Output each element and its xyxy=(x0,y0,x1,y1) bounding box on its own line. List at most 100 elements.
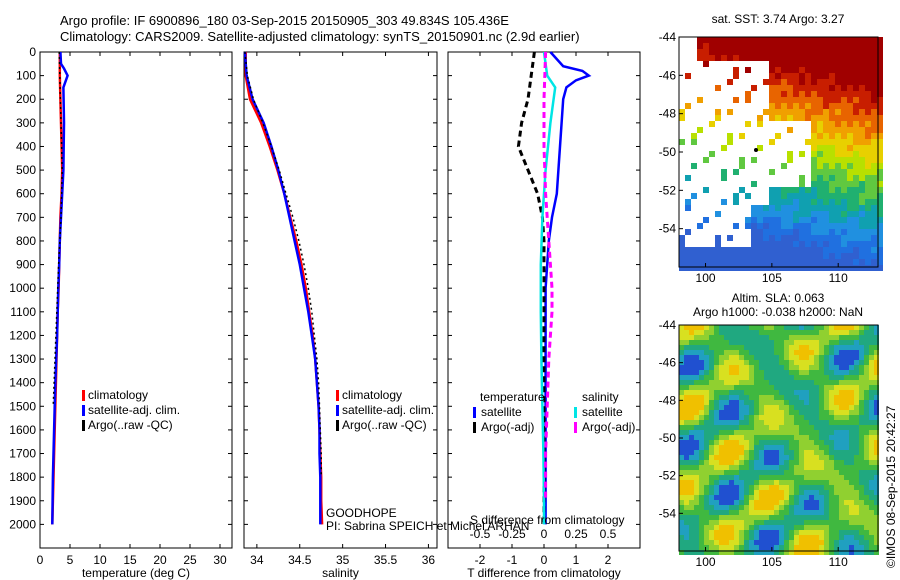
sla-cell xyxy=(859,415,864,420)
sla-cell xyxy=(679,445,684,450)
sla-cell xyxy=(754,325,759,330)
sla-cell xyxy=(679,530,684,535)
sla-cell xyxy=(694,345,699,350)
sla-cell xyxy=(814,370,819,375)
sla-cell xyxy=(779,465,784,470)
sst-cell xyxy=(805,259,811,265)
sla-cell xyxy=(854,395,859,400)
sla-cell xyxy=(774,455,779,460)
sla-cell xyxy=(779,355,784,360)
sst-cell xyxy=(757,115,763,121)
sla-cell xyxy=(784,420,789,425)
sla-cell xyxy=(699,450,704,455)
sst-cell xyxy=(865,253,871,259)
sst-cell xyxy=(799,79,805,85)
sla-cell xyxy=(844,410,849,415)
sla-cell xyxy=(689,340,694,345)
sla-cell xyxy=(719,330,724,335)
sla-cell xyxy=(724,510,729,515)
sla-cell xyxy=(784,405,789,410)
sla-cell xyxy=(734,440,739,445)
sst-cell xyxy=(685,229,691,235)
sla-cell xyxy=(844,430,849,435)
sla-cell xyxy=(714,385,719,390)
sst-cell xyxy=(757,265,763,271)
sla-cell xyxy=(829,515,834,520)
sst-cell xyxy=(763,79,769,85)
sst-cell xyxy=(805,67,811,73)
sla-cell xyxy=(744,480,749,485)
sla-cell xyxy=(714,540,719,545)
sla-cell xyxy=(859,375,864,380)
sla-cell xyxy=(854,485,859,490)
sst-cell xyxy=(877,73,883,79)
sla-cell xyxy=(714,480,719,485)
sla-cell xyxy=(749,370,754,375)
temperature-legend-label: Argo(..raw -QC) xyxy=(88,418,173,432)
sst-cell xyxy=(739,157,745,163)
sla-cell xyxy=(694,425,699,430)
sst-cell xyxy=(811,145,817,151)
sla-cell xyxy=(774,340,779,345)
sla-cell xyxy=(749,360,754,365)
sst-cell xyxy=(829,55,835,61)
sst-cell xyxy=(835,169,841,175)
salinity-xtick-label: 35 xyxy=(336,553,350,567)
sla-cell xyxy=(734,495,739,500)
sla-cell xyxy=(679,415,684,420)
sst-cell xyxy=(823,217,829,223)
sla-cell xyxy=(749,400,754,405)
sst-cell xyxy=(739,133,745,139)
sla-cell xyxy=(699,390,704,395)
sla-cell xyxy=(789,400,794,405)
sst-cell xyxy=(811,199,817,205)
sst-cell xyxy=(853,133,859,139)
sst-cell xyxy=(847,229,853,235)
sla-cell xyxy=(739,340,744,345)
sla-cell xyxy=(724,385,729,390)
sla-cell xyxy=(779,415,784,420)
sla-cell xyxy=(744,465,749,470)
sla-cell xyxy=(709,420,714,425)
sla-cell xyxy=(729,530,734,535)
sst-cell xyxy=(817,259,823,265)
sst-cell xyxy=(751,265,757,271)
sla-cell xyxy=(694,350,699,355)
sst-cell xyxy=(781,223,787,229)
sla-cell xyxy=(804,470,809,475)
sst-cell xyxy=(841,55,847,61)
sla-cell xyxy=(854,520,859,525)
sst-cell xyxy=(847,157,853,163)
sst-cell xyxy=(853,169,859,175)
sla-cell xyxy=(699,460,704,465)
sla-cell xyxy=(859,350,864,355)
sla-cell xyxy=(699,490,704,495)
sst-cell xyxy=(799,265,805,271)
sla-cell xyxy=(749,330,754,335)
sla-cell xyxy=(779,440,784,445)
sst-cell xyxy=(853,49,859,55)
sla-cell xyxy=(709,430,714,435)
sst-cell xyxy=(685,253,691,259)
sst-cell xyxy=(817,151,823,157)
sla-cell xyxy=(769,490,774,495)
sla-cell xyxy=(679,380,684,385)
sla-cell xyxy=(789,385,794,390)
sla-cell xyxy=(789,340,794,345)
sla-cell xyxy=(709,345,714,350)
sla-cell xyxy=(679,450,684,455)
sla-cell xyxy=(714,335,719,340)
sla-cell xyxy=(809,540,814,545)
sla-cell xyxy=(729,535,734,540)
sst-cell xyxy=(841,169,847,175)
sst-cell xyxy=(877,145,883,151)
sla-cell xyxy=(849,410,854,415)
sst-cell xyxy=(817,163,823,169)
sla-cell xyxy=(764,545,769,550)
sst-cell xyxy=(805,241,811,247)
sla-cell xyxy=(739,365,744,370)
sla-cell xyxy=(759,365,764,370)
sla-cell xyxy=(829,355,834,360)
sla-cell xyxy=(694,470,699,475)
sla-cell xyxy=(684,445,689,450)
